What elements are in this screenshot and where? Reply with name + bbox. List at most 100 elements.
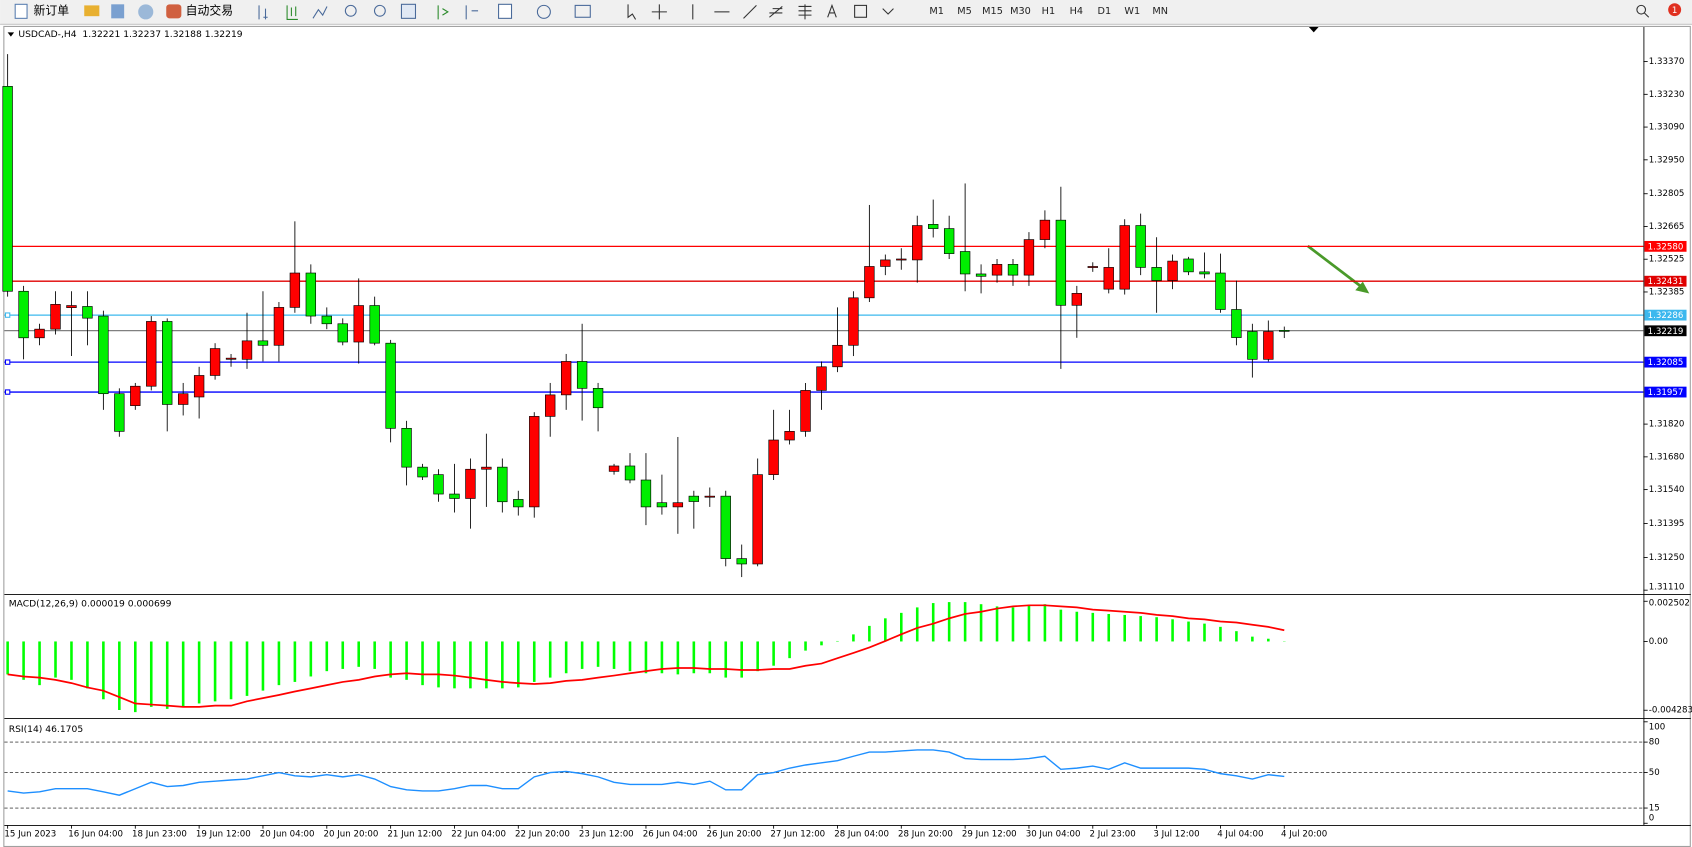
x-tick-label: 22 Jun 04:00 — [451, 830, 506, 840]
candle-body — [50, 304, 61, 330]
candle-body — [560, 361, 572, 396]
candle-body — [34, 328, 45, 339]
x-tick-label: 29 Jun 12:00 — [962, 830, 1017, 840]
symbol-menu-marker[interactable] — [7, 32, 15, 37]
candle-body — [1087, 266, 1098, 268]
candle-body — [481, 466, 492, 470]
candle-body — [576, 361, 588, 389]
candle-body — [82, 306, 93, 319]
candle-body — [369, 305, 380, 344]
new-order-button[interactable]: 新订单 — [34, 3, 70, 17]
y-tick-label: 1.33090 — [1649, 123, 1685, 133]
candle-body — [864, 266, 875, 299]
candle-body — [880, 259, 891, 267]
x-tick-label: 27 Jun 12:00 — [770, 830, 825, 840]
candle-body — [592, 388, 604, 409]
trendline-tool[interactable] — [743, 5, 757, 19]
x-tick-label: 26 Jun 04:00 — [643, 830, 698, 840]
chart-shift[interactable] — [465, 5, 479, 20]
search[interactable] — [1636, 4, 1647, 15]
candle-body — [449, 493, 460, 499]
price-level-label-box — [1644, 309, 1687, 321]
candle-body — [736, 558, 747, 565]
price-level-label: 1.32580 — [1648, 242, 1684, 252]
templates[interactable] — [574, 4, 591, 18]
arrows-tool[interactable] — [882, 8, 894, 15]
y-tick-label: 1.32385 — [1649, 287, 1685, 297]
candle-body — [896, 258, 907, 261]
candle-body — [273, 307, 285, 346]
y-tick-label: 1.31680 — [1649, 452, 1685, 462]
candle-body — [209, 348, 221, 376]
timeframe-button[interactable]: M1 — [929, 6, 944, 17]
candle-body — [1199, 271, 1210, 275]
toolbar-icon[interactable] — [111, 4, 125, 19]
timeframe-button[interactable]: D1 — [1097, 6, 1111, 17]
shift-marker[interactable] — [1308, 26, 1319, 33]
autoscroll[interactable] — [437, 5, 449, 20]
candle-body — [545, 394, 556, 417]
candle-body — [130, 385, 141, 406]
auto-trading-icon[interactable] — [166, 4, 182, 19]
macd-signal-line — [7, 604, 1285, 708]
x-tick-label: 23 Jun 12:00 — [579, 830, 634, 840]
timeframe-button[interactable]: H4 — [1070, 6, 1083, 17]
candle-body — [98, 315, 109, 395]
timeframe-button[interactable]: M5 — [957, 6, 972, 17]
notification-badge[interactable] — [1668, 3, 1682, 17]
x-tick-label: 20 Jun 20:00 — [324, 830, 379, 840]
candle-body — [720, 495, 731, 559]
timeframe-button[interactable]: MN — [1152, 6, 1168, 17]
timeframe-button[interactable]: W1 — [1124, 6, 1140, 17]
periods[interactable] — [536, 4, 551, 19]
bar-chart-tool[interactable] — [258, 5, 268, 20]
tile-windows[interactable] — [400, 3, 417, 19]
new-order-icon[interactable] — [14, 3, 28, 19]
zoom-out[interactable] — [373, 4, 386, 17]
timeframe-button[interactable]: M30 — [1010, 6, 1031, 17]
auto-trading-button[interactable]: 自动交易 — [186, 3, 233, 17]
price-chart-title: USDCAD-,H4 1.32221 1.32237 1.32188 1.322… — [18, 29, 242, 40]
candle-body — [1039, 219, 1051, 240]
annotation-arrow — [1306, 244, 1363, 289]
text-tool[interactable] — [827, 3, 837, 18]
line-chart-tool[interactable] — [312, 6, 328, 19]
current-price-label-box — [1644, 325, 1687, 337]
price-level-label-box — [1644, 356, 1687, 368]
channel-tool[interactable] — [769, 6, 783, 18]
candle-body — [688, 495, 700, 502]
candle-tool[interactable] — [286, 5, 298, 20]
candle-body — [257, 340, 269, 346]
label-tool[interactable] — [854, 4, 868, 18]
candle-body — [704, 495, 715, 498]
x-tick-label: 18 Jun 23:00 — [132, 830, 187, 840]
y-tick-label: 1.31250 — [1649, 553, 1685, 563]
x-tick-label: 4 Jul 04:00 — [1217, 830, 1263, 840]
x-tick-label: 22 Jun 20:00 — [515, 830, 570, 840]
candle-body — [114, 393, 125, 432]
chart-window — [3, 25, 1691, 847]
fibo-tool[interactable] — [798, 4, 812, 20]
candle-body — [465, 468, 476, 499]
crosshair-tool[interactable] — [651, 4, 667, 20]
y-tick-label: 1.31110 — [1649, 582, 1685, 592]
toolbar-icon[interactable] — [138, 4, 154, 20]
candle-body — [1231, 309, 1242, 338]
timeframe-button[interactable]: M15 — [982, 6, 1003, 17]
zoom-in[interactable] — [344, 4, 357, 17]
y-tick-label: 100 — [1649, 723, 1665, 733]
indicators[interactable] — [498, 3, 513, 19]
y-tick-label: 1.31540 — [1649, 485, 1685, 495]
candle-body — [321, 315, 332, 325]
x-tick-label: 20 Jun 04:00 — [260, 830, 315, 840]
current-price-label: 1.32219 — [1648, 327, 1684, 337]
toolbar-icon[interactable] — [84, 5, 100, 17]
candle-body — [768, 439, 779, 475]
candle-body — [1279, 329, 1290, 332]
x-tick-label: 16 Jun 04:00 — [68, 830, 123, 840]
price-level-label: 1.32286 — [1648, 311, 1684, 321]
cursor-tool[interactable] — [627, 4, 637, 20]
timeframe-button[interactable]: H1 — [1042, 6, 1055, 17]
y-tick-label: 1.31820 — [1649, 420, 1685, 430]
